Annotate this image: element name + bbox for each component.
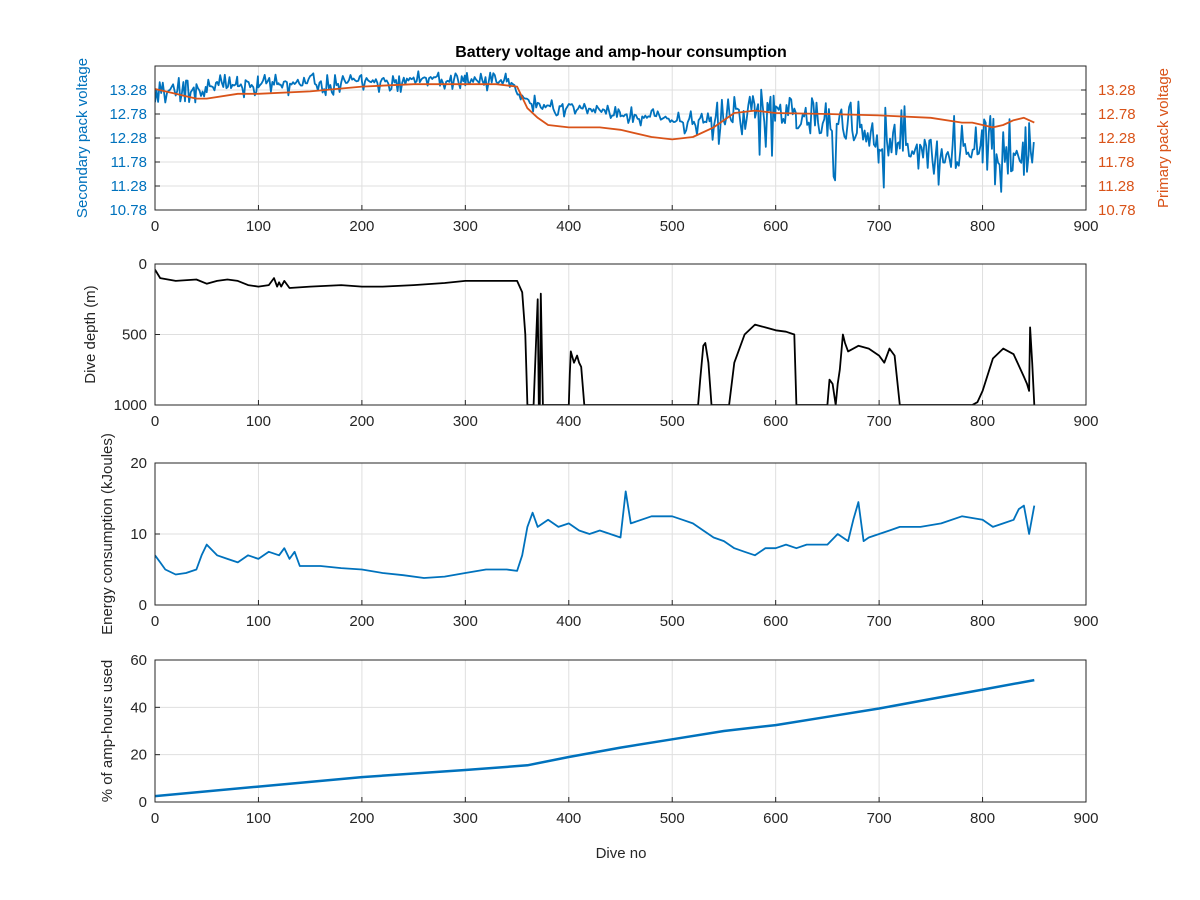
x-tick-label: 700	[867, 413, 892, 430]
series-line-1	[155, 269, 1036, 405]
y-right-tick-label: 10.78	[1098, 202, 1136, 219]
y-axis-label: Secondary pack voltage	[74, 58, 91, 218]
y-tick-label: 12.78	[109, 106, 147, 123]
y-tick-label: 60	[130, 652, 147, 669]
x-tick-label: 200	[349, 218, 374, 235]
x-tick-label: 800	[970, 810, 995, 827]
x-tick-label: 900	[1073, 218, 1098, 235]
chart-title: Battery voltage and amp-hour consumption	[455, 44, 787, 61]
x-tick-label: 800	[970, 613, 995, 630]
x-tick-label: 700	[867, 218, 892, 235]
x-tick-label: 100	[246, 218, 271, 235]
y-tick-label: 0	[139, 794, 147, 811]
y-tick-label: 12.28	[109, 130, 147, 147]
series-1	[155, 490, 1036, 579]
y-tick-label: 20	[130, 455, 147, 472]
x-tick-label: 500	[660, 613, 685, 630]
x-tick-label: 600	[763, 218, 788, 235]
y-right-tick-label: 11.28	[1098, 178, 1134, 195]
series-line-1	[155, 678, 1035, 798]
subplot-2: 0 100 200 300 400 500 600 700 800 900 0 500 1000 Dive…	[82, 256, 1099, 430]
y-axis-label: % of amp-hours used	[99, 660, 116, 803]
x-tick-label: 500	[660, 218, 685, 235]
x-tick-label: 600	[763, 413, 788, 430]
x-tick-label: 0	[151, 810, 159, 827]
x-tick-label: 700	[867, 810, 892, 827]
x-tick-label: 900	[1073, 413, 1098, 430]
x-tick-label: 600	[763, 613, 788, 630]
x-tick-label: 500	[660, 413, 685, 430]
x-tick-label: 600	[763, 810, 788, 827]
x-tick-label: 200	[349, 413, 374, 430]
x-axis-label: Dive no	[596, 845, 647, 862]
y-tick-label: 20	[130, 747, 147, 764]
x-tick-label: 200	[349, 810, 374, 827]
y-axis-label: Dive depth (m)	[82, 285, 99, 383]
x-tick-label: 800	[970, 218, 995, 235]
y-right-tick-label: 11.78	[1098, 154, 1134, 171]
series-1	[155, 678, 1035, 798]
series-line-1	[155, 490, 1036, 579]
axes-box	[154, 263, 1087, 406]
x-tick-label: 800	[970, 413, 995, 430]
x-tick-label: 300	[453, 218, 478, 235]
y-tick-label: 10	[130, 526, 147, 543]
x-tick-label: 0	[151, 413, 159, 430]
x-tick-label: 500	[660, 810, 685, 827]
y-right-tick-label: 13.28	[1098, 82, 1136, 99]
x-tick-label: 100	[246, 613, 271, 630]
x-tick-label: 400	[556, 810, 581, 827]
x-tick-label: 100	[246, 810, 271, 827]
y-tick-label: 0	[139, 597, 147, 614]
series-2	[155, 83, 1035, 141]
y-tick-label: 13.28	[109, 82, 147, 99]
subplot-1: 0 100 200 300 400 500 600 700 800 90010.7811.2811…	[74, 58, 1172, 235]
y-tick-label: 10.78	[109, 202, 147, 219]
x-tick-label: 300	[453, 810, 478, 827]
subplots-container: 0 100 200 300 400 500 600 700 800 90010.7811.2811…	[74, 58, 1172, 827]
y-tick-label: 40	[130, 699, 147, 716]
y-right-axis-label: Primary pack voltage	[1155, 68, 1172, 208]
axes-box	[154, 659, 1087, 803]
y-tick-label: 500	[122, 327, 147, 344]
x-tick-label: 300	[453, 613, 478, 630]
y-tick-label: 11.28	[111, 178, 147, 195]
x-tick-label: 400	[556, 613, 581, 630]
x-tick-label: 700	[867, 613, 892, 630]
plot-area	[155, 660, 1086, 802]
series-line-1	[155, 70, 1035, 193]
series-1	[155, 70, 1035, 193]
subplot-4: 0 100 200 300 400 500 600 700 800 900 0 20 40 60 % of …	[99, 652, 1099, 827]
x-tick-label: 0	[151, 613, 159, 630]
x-tick-label: 400	[556, 413, 581, 430]
axes-box	[154, 462, 1087, 606]
x-tick-label: 100	[246, 413, 271, 430]
x-tick-label: 0	[151, 218, 159, 235]
x-tick-label: 400	[556, 218, 581, 235]
x-tick-label: 900	[1073, 613, 1098, 630]
x-tick-label: 900	[1073, 810, 1098, 827]
y-tick-label: 11.78	[111, 154, 147, 171]
y-tick-label: 0	[139, 256, 147, 273]
y-axis-label: Energy consumption (kJoules)	[99, 433, 116, 635]
axes-box	[154, 65, 1087, 211]
subplot-3: 0 100 200 300 400 500 600 700 800 900 0 10 20 Energy …	[99, 433, 1099, 635]
x-tick-label: 200	[349, 613, 374, 630]
y-right-tick-label: 12.78	[1098, 106, 1136, 123]
x-tick-label: 300	[453, 413, 478, 430]
y-tick-label: 1000	[114, 397, 147, 414]
y-right-tick-label: 12.28	[1098, 130, 1136, 147]
series-1	[155, 269, 1036, 405]
series-line-2	[155, 83, 1035, 141]
